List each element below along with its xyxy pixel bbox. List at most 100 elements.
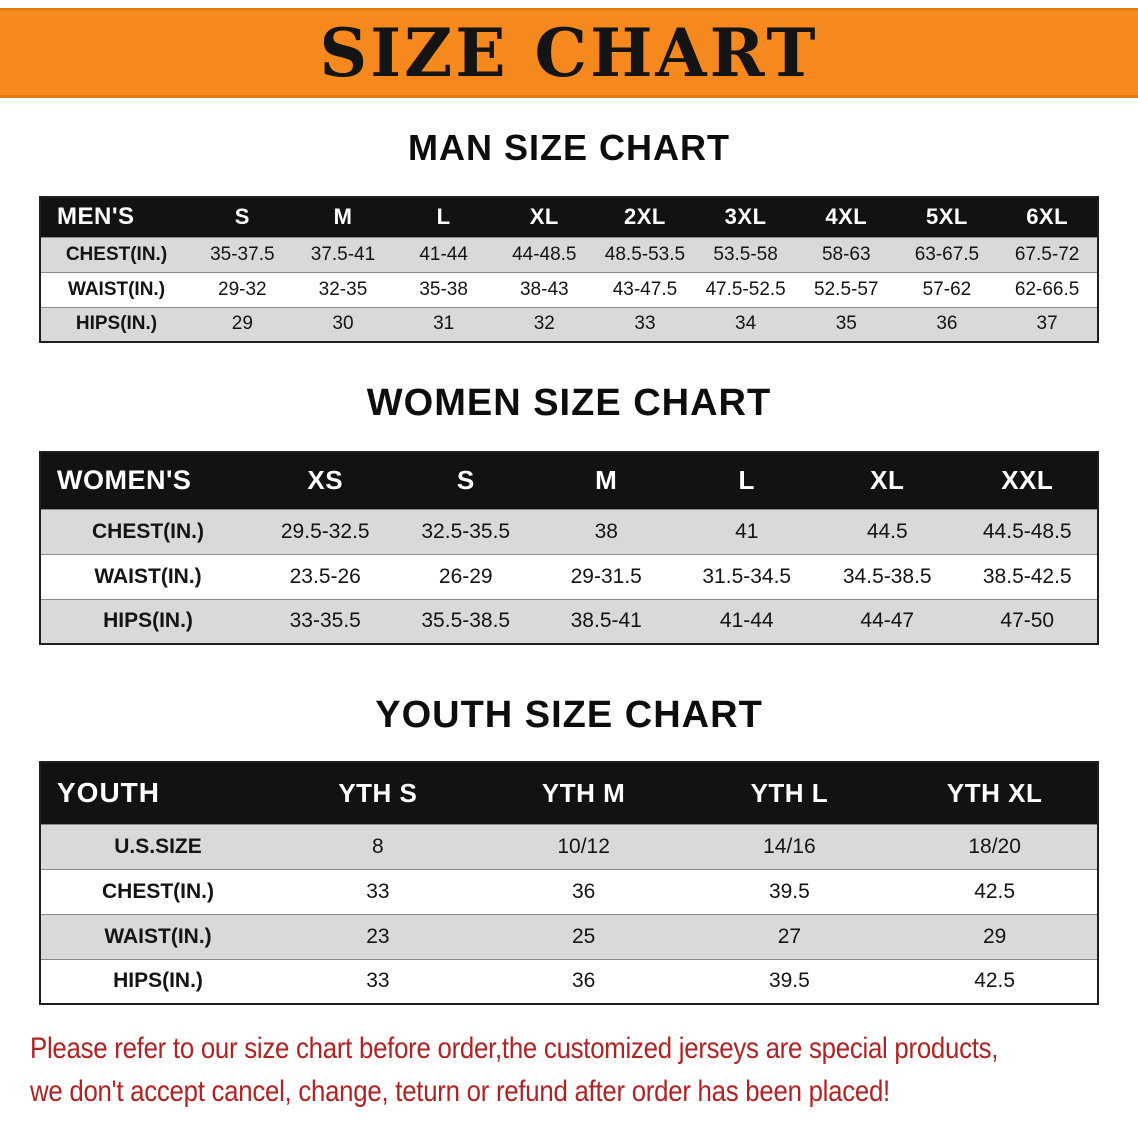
table-cell: 38.5-41 (536, 598, 677, 644)
table-cell: 23 (275, 913, 481, 959)
table-cell: 31 (393, 306, 494, 342)
table-cell: 35-37.5 (192, 236, 293, 272)
table-row: HIPS(IN.) 33 36 39.5 42.5 (40, 958, 1098, 1004)
table-cell: 48.5-53.5 (594, 236, 696, 272)
column-header: XL (817, 452, 958, 509)
table-cell: 63-67.5 (896, 236, 998, 272)
disclaimer-note: Please refer to our size chart before or… (30, 1027, 1138, 1113)
table-cell: 32.5-35.5 (395, 508, 536, 554)
page-title: SIZE CHART (319, 13, 819, 92)
table-cell: 8 (275, 823, 481, 869)
table-cell: 32 (493, 306, 595, 342)
table-cell: 38-43 (493, 271, 595, 307)
women-section-heading: WOMEN SIZE CHART (366, 382, 772, 424)
table-cell: 44-48.5 (493, 236, 595, 272)
table-cell: 34.5-38.5 (817, 553, 958, 599)
table-cell: 39.5 (686, 868, 893, 914)
table-cell: 36 (480, 868, 687, 914)
column-header: M (536, 452, 677, 509)
table-cell: 44-47 (817, 598, 958, 644)
table-cell: 33-35.5 (255, 598, 396, 644)
column-header: 5XL (896, 197, 998, 237)
table-cell: 57-62 (896, 271, 998, 307)
column-header: 4XL (795, 197, 897, 237)
table-cell: 29 (192, 306, 293, 342)
youth-size-table: YOUTH YTH S YTH M YTH L YTH XL U.S.SIZE … (39, 761, 1099, 1005)
youth-table-label: YOUTH (40, 762, 275, 824)
men-size-table: MEN'S S M L XL 2XL 3XL 4XL 5XL 6XL CHEST… (39, 196, 1099, 343)
table-cell: 31.5-34.5 (676, 553, 817, 599)
table-row: U.S.SIZE 8 10/12 14/16 18/20 (40, 823, 1098, 869)
table-cell: 18/20 (892, 823, 1098, 869)
column-header: XL (493, 197, 595, 237)
men-table-label: MEN'S (40, 197, 192, 237)
table-cell: 35 (795, 306, 897, 342)
column-header: YTH XL (892, 762, 1098, 824)
row-label: WAIST(IN.) (40, 913, 275, 959)
table-cell: 44.5-48.5 (957, 508, 1098, 554)
table-cell: 14/16 (686, 823, 893, 869)
table-cell: 47.5-52.5 (695, 271, 796, 307)
women-header-row: WOMEN'S XS S M L XL XXL (40, 452, 1098, 509)
women-table-label: WOMEN'S (40, 452, 255, 509)
table-row: CHEST(IN.) 33 36 39.5 42.5 (40, 868, 1098, 914)
table-row: CHEST(IN.) 35-37.5 37.5-41 41-44 44-48.5… (40, 236, 1098, 272)
table-cell: 52.5-57 (795, 271, 897, 307)
table-row: CHEST(IN.) 29.5-32.5 32.5-35.5 38 41 44.… (40, 508, 1098, 554)
table-cell: 33 (275, 868, 481, 914)
disclaimer-line-1: Please refer to our size chart before or… (30, 1032, 999, 1065)
table-cell: 32-35 (292, 271, 394, 307)
women-size-table: WOMEN'S XS S M L XL XXL CHEST(IN.) 29.5-… (39, 451, 1099, 645)
row-label: HIPS(IN.) (40, 306, 192, 342)
table-cell: 53.5-58 (695, 236, 796, 272)
table-cell: 38 (536, 508, 677, 554)
table-cell: 36 (896, 306, 998, 342)
row-label: CHEST(IN.) (40, 868, 275, 914)
column-header: YTH M (480, 762, 687, 824)
youth-section-heading: YOUTH SIZE CHART (375, 694, 763, 736)
row-label: U.S.SIZE (40, 823, 275, 869)
table-cell: 43-47.5 (594, 271, 696, 307)
column-header: YTH S (275, 762, 481, 824)
table-cell: 29-31.5 (536, 553, 677, 599)
column-header: XXL (957, 452, 1098, 509)
column-header: S (192, 197, 293, 237)
row-label: HIPS(IN.) (40, 598, 255, 644)
table-row: WAIST(IN.) 23 25 27 29 (40, 913, 1098, 959)
table-cell: 62-66.5 (997, 271, 1098, 307)
table-cell: 42.5 (892, 868, 1098, 914)
table-cell: 44.5 (817, 508, 958, 554)
table-row: HIPS(IN.) 33-35.5 35.5-38.5 38.5-41 41-4… (40, 598, 1098, 644)
table-cell: 67.5-72 (997, 236, 1098, 272)
table-cell: 35.5-38.5 (395, 598, 536, 644)
table-cell: 33 (275, 958, 481, 1004)
table-cell: 27 (686, 913, 893, 959)
column-header: L (393, 197, 494, 237)
table-cell: 29-32 (192, 271, 293, 307)
table-cell: 47-50 (957, 598, 1098, 644)
table-cell: 58-63 (795, 236, 897, 272)
row-label: HIPS(IN.) (40, 958, 275, 1004)
column-header: 2XL (594, 197, 696, 237)
table-cell: 38.5-42.5 (957, 553, 1098, 599)
disclaimer-line-2: we don't accept cancel, change, teturn o… (30, 1075, 890, 1108)
column-header: M (292, 197, 394, 237)
table-cell: 23.5-26 (255, 553, 396, 599)
table-cell: 41-44 (676, 598, 817, 644)
table-cell: 29.5-32.5 (255, 508, 396, 554)
column-header: L (676, 452, 817, 509)
men-header-row: MEN'S S M L XL 2XL 3XL 4XL 5XL 6XL (40, 197, 1098, 237)
column-header: YTH L (686, 762, 893, 824)
size-chart-banner: SIZE CHART (0, 8, 1138, 98)
table-cell: 29 (892, 913, 1098, 959)
table-cell: 35-38 (393, 271, 494, 307)
table-cell: 10/12 (480, 823, 687, 869)
table-row: WAIST(IN.) 29-32 32-35 35-38 38-43 43-47… (40, 271, 1098, 307)
table-cell: 26-29 (395, 553, 536, 599)
column-header: 6XL (997, 197, 1098, 237)
table-cell: 39.5 (686, 958, 893, 1004)
table-cell: 36 (480, 958, 687, 1004)
table-cell: 37 (997, 306, 1098, 342)
table-cell: 34 (695, 306, 796, 342)
youth-header-row: YOUTH YTH S YTH M YTH L YTH XL (40, 762, 1098, 824)
